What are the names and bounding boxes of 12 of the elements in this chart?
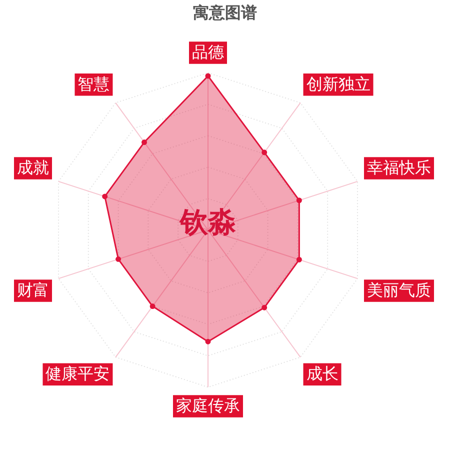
text: 钦淼 (178, 205, 236, 238)
spoke-label: 品德 (192, 42, 224, 62)
spoke-label: 美丽气质 (367, 280, 431, 300)
spoke-label: 成长 (306, 364, 338, 384)
spoke-label: 成就 (17, 158, 49, 177)
spoke-label: 幸福快乐 (367, 158, 431, 177)
spoke-label: 健康平安 (46, 364, 110, 384)
spoke-label: 智慧 (78, 74, 110, 94)
spoke-label: 创新独立 (306, 74, 370, 94)
chart-title: 寓意图谱 (193, 2, 257, 22)
spoke-label: 财富 (17, 280, 49, 300)
spoke-label: 家庭传承 (176, 396, 240, 415)
